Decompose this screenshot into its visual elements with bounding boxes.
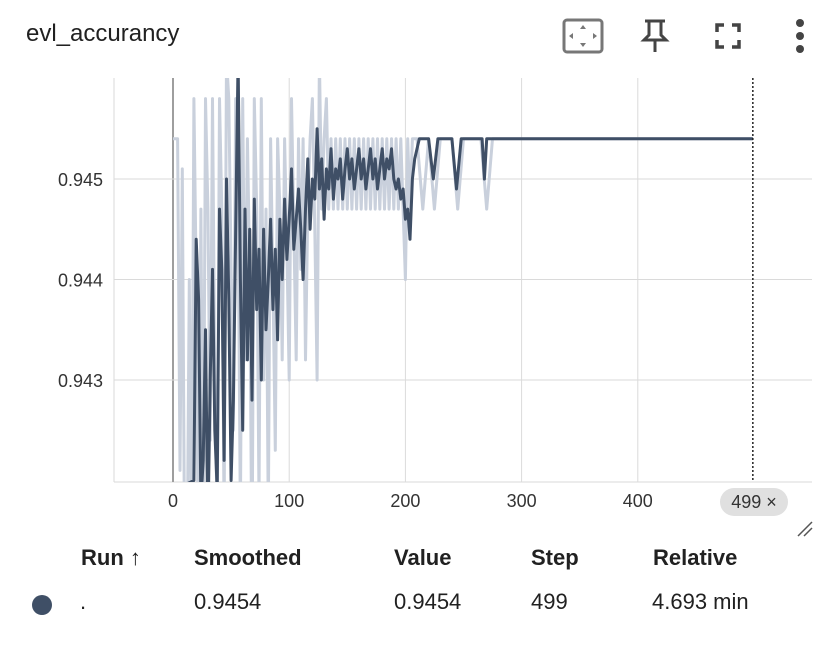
cell-value: 0.9454 — [394, 589, 462, 614]
cell-smoothed: 0.9454 — [194, 589, 262, 614]
col-header-step[interactable]: Step — [531, 545, 579, 570]
x-tick-label: 400 — [623, 491, 653, 511]
fit-domain-icon — [562, 18, 604, 54]
col-header-value[interactable]: Value — [394, 545, 452, 570]
resize-handle[interactable] — [796, 520, 814, 543]
line-chart[interactable]: 0.943 0.944 0.945 0 100 200 300 400 — [0, 60, 832, 530]
y-tick-label: 0.945 — [58, 170, 103, 190]
cell-relative: 4.693 min — [652, 589, 749, 614]
cell-run: . — [80, 589, 87, 614]
y-tick-label: 0.943 — [58, 371, 103, 391]
fullscreen-button[interactable] — [706, 14, 750, 58]
pin-icon — [640, 19, 670, 52]
run-color-dot — [32, 595, 52, 615]
col-header-smoothed[interactable]: Smoothed — [194, 545, 302, 570]
x-tick-label: 200 — [390, 491, 420, 511]
y-axis-ticks: 0.943 0.944 0.945 — [58, 170, 103, 391]
fit-domain-button[interactable] — [561, 14, 605, 58]
x-tick-label: 300 — [507, 491, 537, 511]
fullscreen-icon — [715, 23, 741, 49]
hover-step-chip[interactable]: 499 × — [720, 488, 788, 516]
data-table: Run ↑ Smoothed Value Step Relative . 0.9… — [0, 540, 832, 640]
more-options-button[interactable] — [778, 14, 822, 58]
resize-icon — [797, 521, 813, 537]
col-header-run[interactable]: Run ↑ — [81, 545, 141, 570]
cell-step: 499 — [531, 589, 568, 614]
x-tick-label: 100 — [274, 491, 304, 511]
pin-button[interactable] — [633, 14, 677, 58]
col-header-relative[interactable]: Relative — [653, 545, 738, 570]
x-tick-label: 0 — [168, 491, 178, 511]
x-axis-ticks: 0 100 200 300 400 — [168, 491, 653, 511]
smoothed-series-line — [187, 78, 753, 482]
more-vert-icon — [796, 19, 804, 53]
hover-step-label: 499 × — [731, 491, 777, 512]
y-tick-label: 0.944 — [58, 271, 103, 291]
chart-title: evl_accurancy — [26, 20, 180, 47]
